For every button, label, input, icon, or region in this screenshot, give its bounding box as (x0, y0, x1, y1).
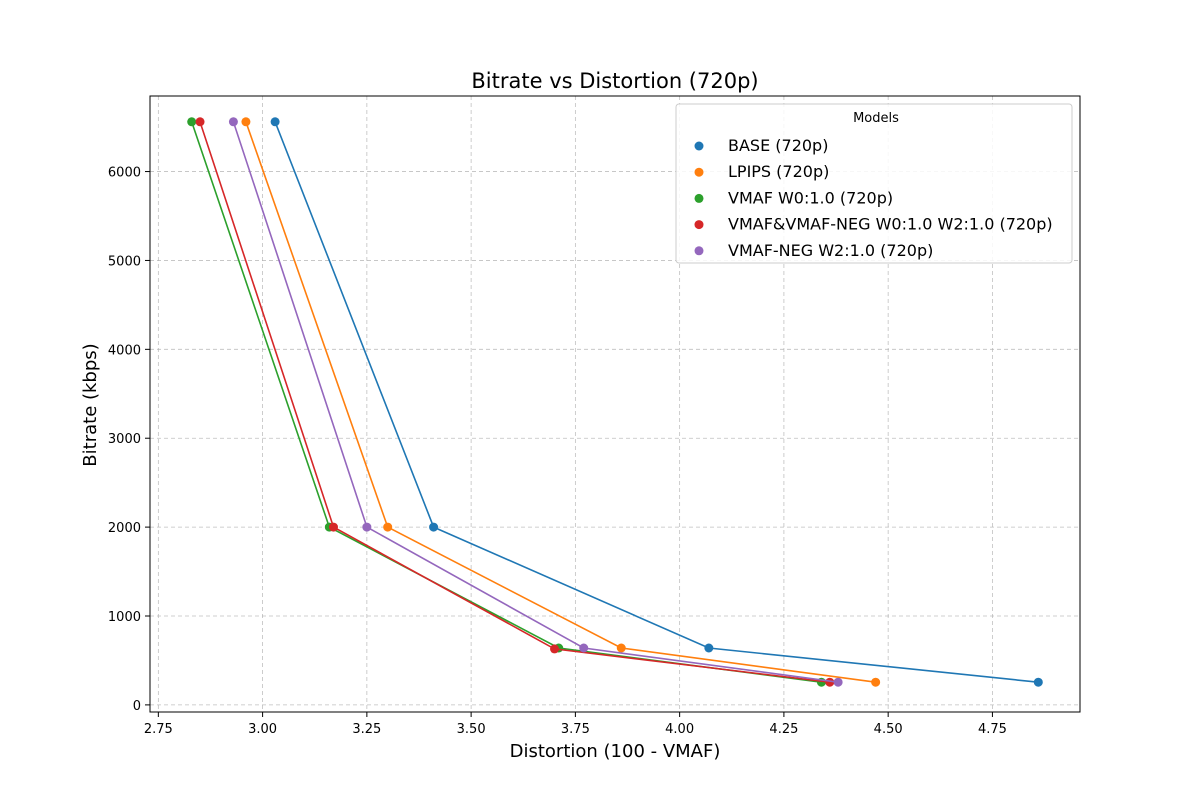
x-tick-label: 3.50 (457, 722, 486, 737)
legend-entry: VMAF-NEG W2:1.0 (720p) (694, 241, 933, 260)
plot-frame (149, 95, 1081, 713)
x-tick-label: 4.50 (874, 722, 903, 737)
series-line (274, 121, 1039, 683)
series-4 (228, 117, 843, 687)
series-line (199, 121, 830, 683)
data-point (550, 644, 560, 654)
legend-label: LPIPS (720p) (728, 162, 829, 181)
legend-marker (694, 220, 704, 230)
legend-entry: VMAF&VMAF-NEG W0:1.0 W2:1.0 (720p) (694, 215, 1053, 234)
legend-label: VMAF-NEG W2:1.0 (720p) (728, 241, 933, 260)
legend-title: Models (853, 111, 899, 126)
y-tick-label: 5000 (108, 254, 141, 269)
data-point (383, 522, 393, 532)
legend-marker (694, 193, 704, 203)
data-point (187, 117, 197, 127)
x-tick-label: 3.25 (352, 722, 381, 737)
data-point (270, 117, 280, 127)
data-point (228, 117, 238, 127)
x-tick-label: 4.00 (665, 722, 694, 737)
data-point (833, 677, 843, 687)
x-tick-label: 3.75 (561, 722, 590, 737)
data-point (362, 522, 372, 532)
grid (150, 96, 1080, 712)
legend-entry: VMAF W0:1.0 (720p) (694, 188, 893, 207)
legend-entry: LPIPS (720p) (694, 162, 829, 181)
data-point (579, 643, 589, 653)
series-line (232, 121, 839, 683)
axes: 2.75 3.00 3.25 3.50 3.75 4.00 4.25 4.50 4.75 0 100… (108, 95, 1081, 737)
x-axis-label: Distortion (100 - VMAF) (510, 741, 721, 762)
data-point (429, 522, 439, 532)
y-tick-label: 3000 (108, 432, 141, 447)
series-line (245, 121, 876, 683)
x-tick-label: 4.75 (978, 722, 1007, 737)
series-0 (270, 117, 1043, 687)
series-1 (241, 117, 881, 687)
y-tick-label: 1000 (108, 610, 141, 625)
y-tick-label: 6000 (108, 166, 141, 181)
data-point (241, 117, 251, 127)
legend: Models BASE (720p) LPIPS (720p) VMAF W0:1.0… (675, 103, 1073, 264)
y-axis-label: Bitrate (kbps) (80, 343, 101, 466)
chart-title: Bitrate vs Distortion (720p) (471, 69, 758, 93)
legend-label: VMAF W0:1.0 (720p) (728, 188, 893, 207)
x-tick-label: 4.25 (769, 722, 798, 737)
x-tick-label: 2.75 (144, 722, 173, 737)
legend-marker (694, 167, 704, 177)
data-point (871, 677, 881, 687)
data-point (704, 643, 714, 653)
legend-box (675, 103, 1073, 264)
y-tick-label: 4000 (108, 343, 141, 358)
legend-marker (694, 141, 704, 151)
data-point (616, 643, 626, 653)
data-point (195, 117, 205, 127)
x-tick-label: 3.00 (248, 722, 277, 737)
legend-entry: BASE (720p) (694, 136, 828, 155)
legend-label: VMAF&VMAF-NEG W0:1.0 W2:1.0 (720p) (728, 215, 1053, 234)
series-group (187, 117, 1043, 687)
y-tick-label: 2000 (108, 521, 141, 536)
y-tick-label: 0 (133, 699, 141, 714)
data-point (328, 522, 338, 532)
data-point (1033, 677, 1043, 687)
legend-label: BASE (720p) (728, 136, 828, 155)
legend-marker (694, 246, 704, 256)
